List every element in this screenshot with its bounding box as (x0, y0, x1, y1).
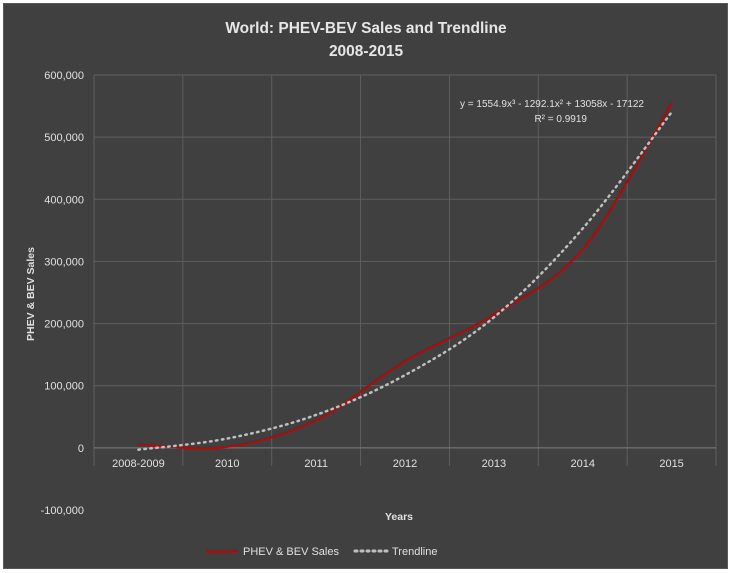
y-tick-label: 300,000 (44, 256, 84, 268)
legend: PHEV & BEV Sales Trendline (206, 546, 437, 558)
legend-label-sales: PHEV & BEV Sales (243, 546, 339, 558)
x-tick-label: 2011 (304, 458, 328, 470)
gridlines (93, 74, 717, 466)
y-axis-ticks: -100,000 0 100,000 200,000 300,000 400,000 500… (41, 70, 84, 517)
series-lines (137, 101, 673, 451)
chart-title: World: PHEV-BEV Sales and Trendline (225, 20, 507, 37)
x-tick-label: 2010 (215, 458, 239, 470)
x-tick-label: 2008-2009 (112, 458, 165, 470)
chart-frame: World: PHEV-BEV Sales and Trendline 2008… (3, 3, 728, 569)
y-tick-label: 400,000 (44, 194, 84, 206)
y-tick-label: 100,000 (44, 381, 84, 393)
y-axis-title: PHEV & BEV Sales (25, 247, 37, 341)
sales-line (137, 101, 673, 450)
trendline-line (137, 111, 673, 451)
y-tick-label: 500,000 (44, 132, 84, 144)
x-tick-label: 2015 (659, 458, 683, 470)
y-tick-label: 600,000 (44, 70, 84, 82)
y-tick-label: -100,000 (41, 505, 84, 517)
trendline-r-squared: R² = 0.9919 (534, 114, 587, 125)
y-tick-label: 0 (78, 443, 84, 455)
x-tick-label: 2013 (482, 458, 506, 470)
x-axis-title: Years (385, 511, 413, 523)
chart-subtitle: 2008-2015 (329, 43, 404, 60)
x-tick-label: 2012 (393, 458, 417, 470)
chart-canvas: World: PHEV-BEV Sales and Trendline 2008… (25, 20, 717, 558)
trendline-equation: y = 1554.9x³ - 1292.1x² + 13058x - 17122 (460, 99, 644, 110)
x-tick-label: 2014 (570, 458, 594, 470)
y-tick-label: 200,000 (44, 319, 84, 331)
x-axis-ticks: 2008-2009 2010 2011 2012 2013 2014 2015 (112, 458, 684, 470)
legend-label-trendline: Trendline (392, 546, 437, 558)
